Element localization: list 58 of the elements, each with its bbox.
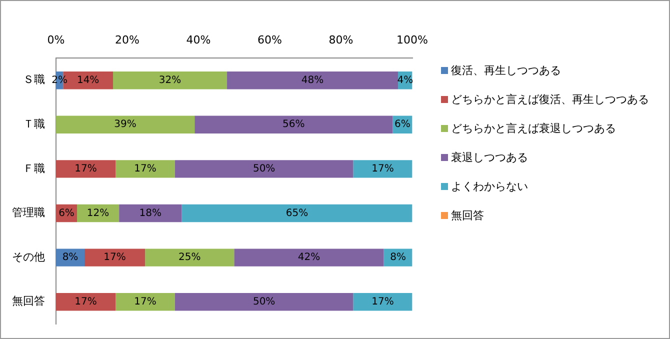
bar	[174, 292, 354, 311]
data-label: 50%	[252, 296, 276, 308]
legend-label: 復活、再生しつつある	[451, 63, 561, 78]
x-tick-label: 40%	[186, 33, 211, 46]
y-tick-label: Ｔ職	[23, 118, 45, 131]
y-tick-label: Ｆ職	[23, 162, 45, 175]
bar	[353, 160, 412, 178]
bar	[56, 292, 116, 311]
data-label: 17%	[372, 164, 394, 175]
data-label: 32%	[158, 74, 182, 86]
bar	[113, 71, 228, 90]
y-tick-label: 無回答	[12, 294, 45, 308]
bar	[182, 204, 412, 222]
x-tick-label: 80%	[328, 33, 354, 46]
data-label: 48%	[301, 74, 324, 86]
bar	[84, 248, 146, 266]
data-label: 6%	[58, 208, 74, 219]
data-label: 8%	[62, 252, 78, 264]
bar	[116, 160, 175, 178]
data-label: 17%	[134, 296, 156, 308]
data-label: 17%	[134, 164, 156, 175]
bar	[145, 248, 234, 266]
x-tick-label: 20%	[115, 33, 140, 46]
y-tick-label: Ｓ職	[23, 73, 45, 86]
data-label: 56%	[282, 119, 305, 130]
data-label: 8%	[390, 252, 406, 264]
data-label: 50%	[252, 164, 276, 175]
bar	[174, 160, 354, 178]
bar	[194, 116, 393, 134]
data-label: 17%	[372, 296, 394, 308]
bar	[119, 204, 182, 222]
data-label: 17%	[74, 164, 97, 175]
x-tick-label: 0%	[47, 33, 65, 46]
bar	[234, 248, 384, 266]
data-label: 65%	[286, 208, 308, 219]
bar	[353, 292, 412, 311]
data-label: 42%	[298, 252, 320, 264]
bar	[56, 116, 195, 134]
legend-label: 衰退しつつある	[451, 150, 528, 165]
bar	[56, 160, 116, 178]
data-label: 25%	[178, 252, 201, 264]
data-label: 6%	[394, 119, 410, 130]
x-tick-label: 60%	[258, 33, 282, 46]
bar	[227, 71, 398, 90]
data-label: 17%	[104, 252, 126, 264]
data-label: 39%	[114, 119, 136, 130]
legend-label: 無回答	[451, 208, 484, 223]
bar	[116, 292, 175, 311]
data-label: 17%	[74, 296, 97, 308]
y-tick-label: 管理職	[12, 206, 45, 220]
x-tick-label: 100%	[396, 33, 428, 46]
legend-label: よくわからない	[451, 179, 528, 194]
legend-label: どちらかと言えば復活、再生しつつある	[451, 92, 649, 107]
data-label: 14%	[76, 74, 100, 86]
data-label: 12%	[86, 208, 110, 219]
y-tick-label: その他	[12, 250, 45, 264]
data-label: 18%	[139, 208, 162, 219]
legend-label: どちらかと言えば衰退しつつある	[451, 121, 616, 136]
